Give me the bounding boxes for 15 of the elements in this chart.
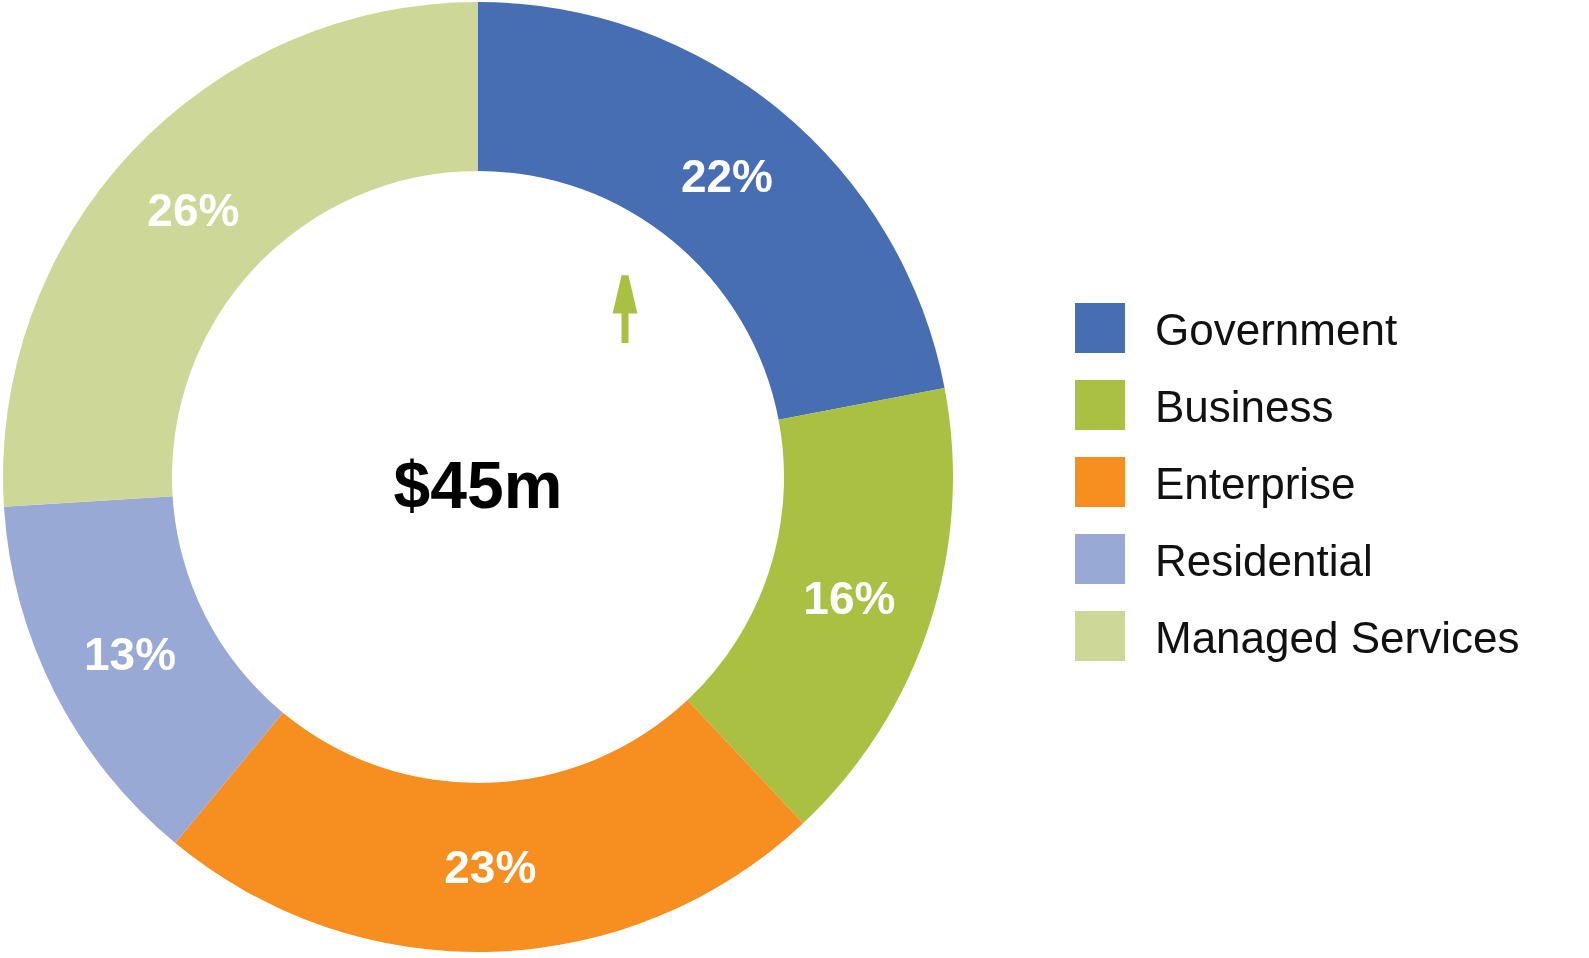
data-label: 23% [444,841,537,894]
legend-label: Government [1155,304,1398,354]
text: $45m [393,448,563,522]
data-label: 16% [803,571,896,624]
donut-slice [3,496,283,843]
legend-label: Managed Services [1155,612,1520,662]
legend-label: Residential [1155,535,1373,585]
legend-label: Enterprise [1155,458,1356,508]
data-label: 22% [680,150,773,203]
data-label: 26% [147,183,240,236]
donut-slice [478,2,945,420]
donut-slice [687,387,953,824]
legend-label: Business [1155,381,1334,431]
donut-slice [175,700,804,952]
data-label: 13% [84,628,177,681]
